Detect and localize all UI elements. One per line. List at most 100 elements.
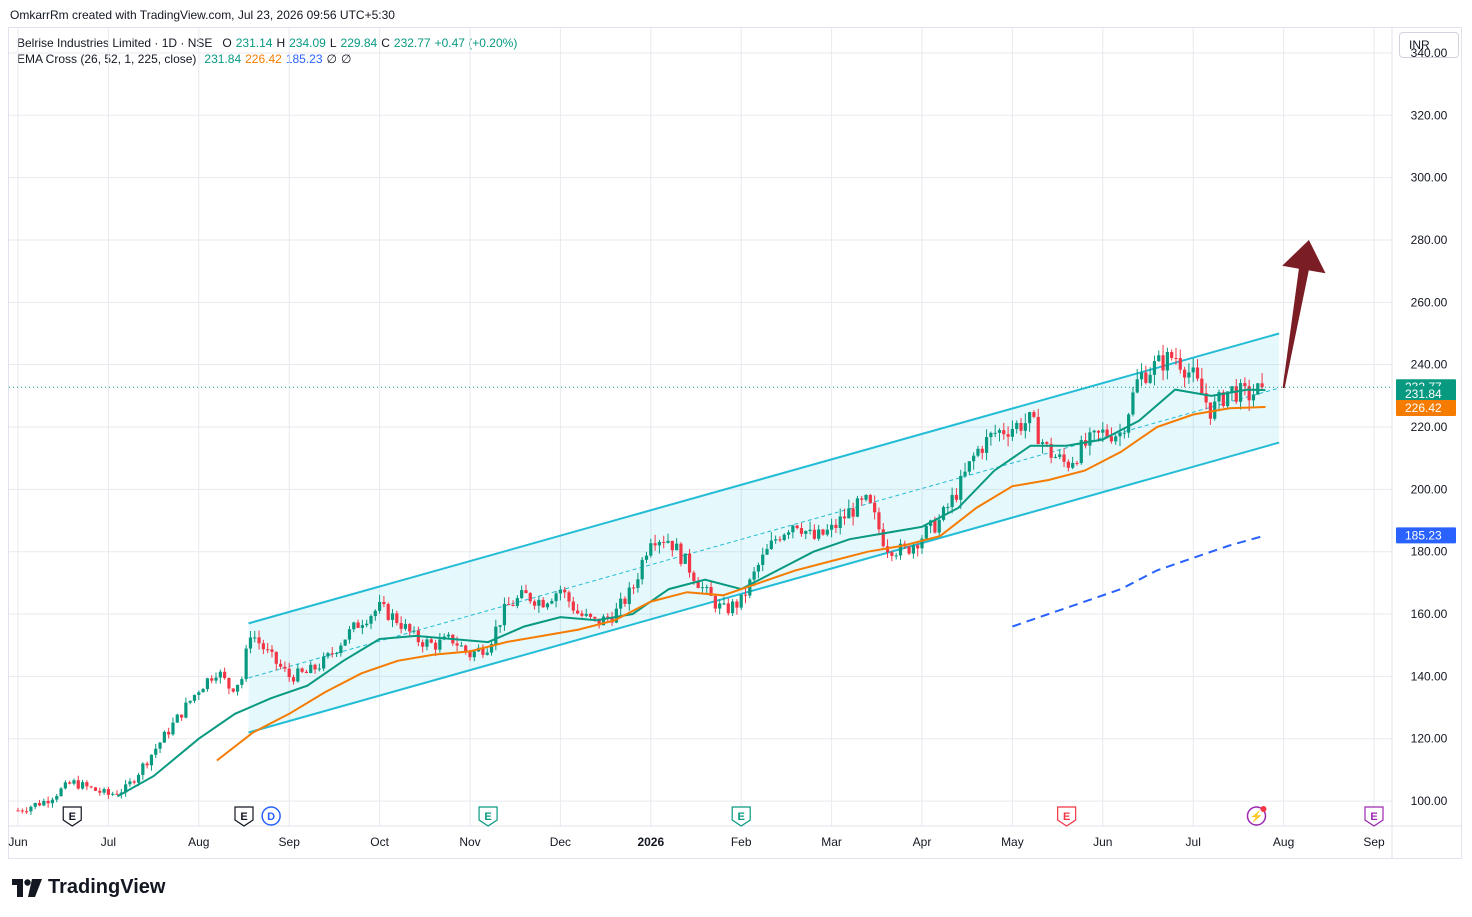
candle-body — [756, 564, 761, 572]
candle-body — [812, 529, 816, 539]
candle-body — [984, 437, 989, 453]
candle-body — [1152, 361, 1157, 375]
chart-frame — [8, 27, 1462, 859]
split-marker-dot — [1260, 806, 1267, 812]
candle-body — [1178, 358, 1182, 370]
candle-body — [1122, 432, 1126, 434]
earnings-marker — [62, 806, 82, 827]
candle-body — [313, 664, 317, 670]
candle-body — [804, 531, 808, 534]
candle-body — [322, 656, 326, 669]
candle-body — [248, 637, 253, 649]
candle-body — [1058, 454, 1062, 457]
candle-body — [85, 782, 89, 787]
candle-body — [334, 653, 339, 655]
candle-body — [933, 520, 937, 533]
candle-body — [976, 448, 980, 456]
candle-body — [1118, 432, 1122, 437]
candle-body — [571, 601, 575, 611]
candle-body — [425, 639, 429, 647]
candle-body — [774, 539, 778, 541]
candle-body — [1230, 386, 1234, 392]
candle-body — [188, 700, 192, 703]
candle-body — [1028, 412, 1032, 424]
candle-body — [898, 543, 903, 556]
candle-body — [520, 590, 524, 599]
open-label: O — [222, 36, 232, 50]
candle-body — [128, 781, 132, 785]
ema26-tag-text: 231.84 — [1405, 387, 1442, 401]
candle-body — [373, 610, 377, 617]
candle-body — [429, 639, 433, 643]
candle-body — [455, 643, 459, 646]
candle-body — [390, 613, 395, 620]
candle-body — [343, 639, 347, 646]
indicator-row[interactable]: EMA Cross (26, 52, 1, 225, close) 231.84… — [17, 51, 517, 67]
candle-body — [842, 516, 847, 519]
candle-body — [623, 598, 627, 604]
candle-body — [1006, 434, 1010, 437]
high-value: 234.09 — [289, 36, 326, 50]
y-tick-label: 340.00 — [1411, 46, 1448, 60]
candle-body — [550, 601, 554, 604]
candle-body — [167, 731, 171, 735]
candle-body — [1217, 392, 1221, 402]
candle-body — [111, 793, 115, 795]
tradingview-brand[interactable]: TradingView — [12, 876, 165, 899]
candle-body — [1092, 430, 1096, 433]
candle-body — [593, 616, 597, 619]
candle-body — [1114, 436, 1118, 442]
candle-body — [696, 580, 700, 589]
candle-body — [649, 543, 653, 556]
open-value: 231.14 — [235, 36, 273, 50]
candle-body — [179, 714, 184, 718]
candle-body — [713, 595, 717, 609]
candle-body — [210, 678, 214, 681]
candle-body — [924, 525, 928, 539]
candle-body — [433, 642, 438, 650]
candle-body — [653, 543, 657, 546]
candle-body — [765, 548, 769, 555]
candle-body — [954, 494, 959, 500]
candle-body — [1234, 386, 1238, 402]
candle-body — [145, 763, 149, 766]
candle-body — [679, 543, 683, 564]
candle-body — [752, 571, 756, 580]
candle-body — [1226, 391, 1230, 407]
ema-line-ema-26 — [116, 388, 1266, 798]
candle-body — [838, 516, 842, 528]
candle-body — [1040, 442, 1045, 444]
candle-body — [894, 555, 898, 557]
candle-body — [218, 671, 222, 678]
candle-body — [1174, 358, 1178, 360]
split-marker — [1246, 806, 1267, 826]
candle-body — [627, 587, 631, 604]
candle-body — [1191, 367, 1195, 373]
candle-body — [1157, 355, 1161, 362]
candle-body — [834, 524, 838, 528]
candle-body — [300, 668, 304, 672]
candle-body — [778, 539, 782, 541]
candle-body — [670, 540, 674, 551]
currency-button[interactable]: INR — [1399, 32, 1459, 58]
candle-body — [339, 645, 343, 654]
indicator-name[interactable]: EMA Cross (26, 52, 1, 225, close) — [17, 52, 197, 66]
candle-body — [1079, 440, 1083, 464]
candle-body — [588, 613, 593, 617]
x-tick-label: Mar — [821, 835, 842, 849]
candle-body — [136, 774, 141, 783]
event-marker-label: E — [1063, 811, 1070, 823]
candle-body — [1204, 393, 1208, 403]
y-tick-label: 200.00 — [1411, 482, 1448, 496]
candle-body — [705, 587, 709, 588]
candle-body — [20, 810, 24, 812]
candle-body — [106, 788, 110, 795]
x-tick-label: Jun — [1093, 835, 1112, 849]
symbol-name[interactable]: Belrise Industries Limited · 1D · NSE — [17, 36, 213, 50]
earnings-marker — [731, 806, 751, 827]
candle-body — [29, 806, 33, 812]
candle-body — [68, 782, 72, 784]
